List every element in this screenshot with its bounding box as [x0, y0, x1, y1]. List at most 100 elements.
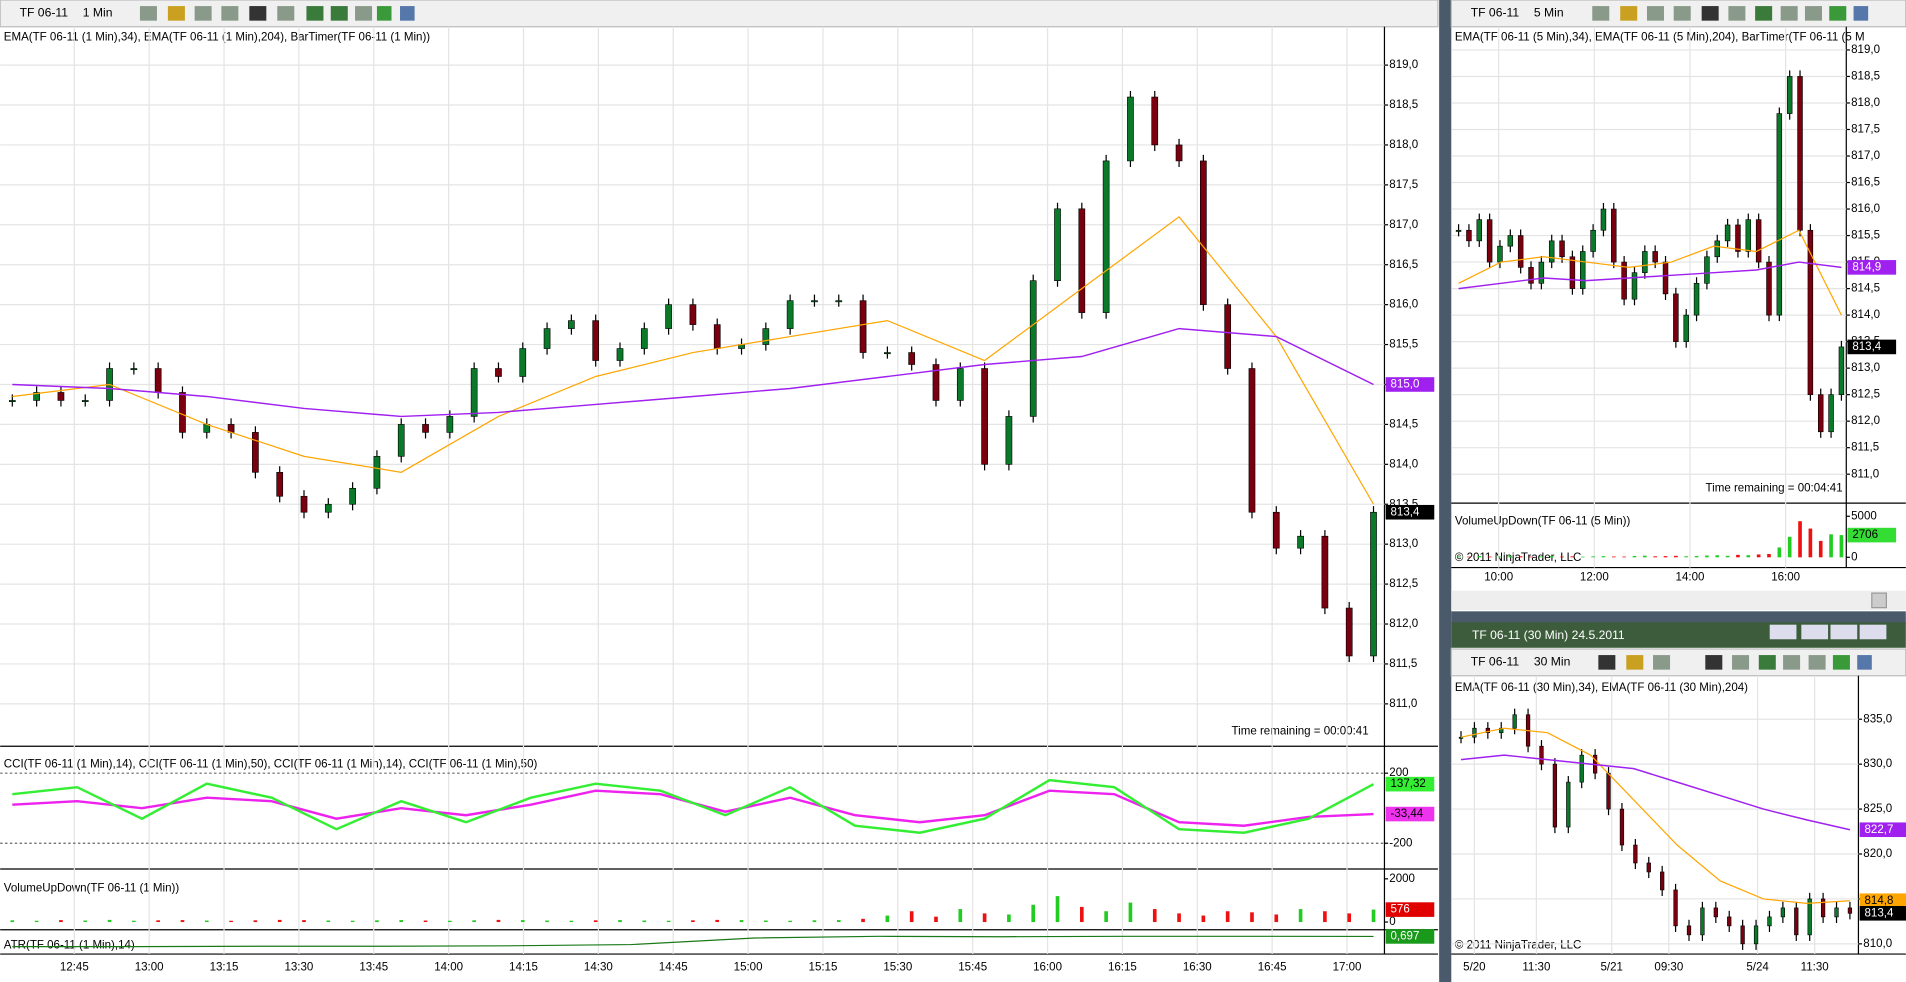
price-badge — [1385, 377, 1435, 392]
scroll-thumb[interactable] — [1871, 592, 1887, 609]
interval[interactable]: 5 Min — [1534, 6, 1564, 20]
volume-bar — [1007, 914, 1011, 923]
candle — [568, 320, 575, 329]
volume-bar — [739, 920, 744, 923]
volume-bar — [545, 920, 549, 923]
y-tick-label: 819,0 — [1389, 59, 1418, 71]
candle — [1786, 76, 1793, 114]
price-badge-label: 813,4 — [1852, 341, 1881, 353]
volume-bar — [132, 920, 136, 923]
candle — [33, 392, 40, 401]
volume-bar — [861, 918, 865, 923]
price-badge-label: 813,4 — [1391, 506, 1420, 518]
candle — [1528, 267, 1534, 284]
candle — [252, 432, 259, 473]
y-tick-label: 5000 — [1851, 510, 1877, 522]
y-tick-label: 820,0 — [1863, 848, 1892, 860]
candle — [8, 400, 16, 402]
candle — [689, 304, 697, 325]
y-tick-label: 811,5 — [1851, 442, 1879, 454]
toolbar-icons[interactable] — [1592, 6, 1869, 21]
y-tick-label: 818,0 — [1389, 139, 1418, 151]
price-badge — [1859, 906, 1906, 921]
y-tick-label: 813,0 — [1389, 538, 1418, 550]
candle — [1735, 224, 1741, 252]
candle — [1486, 219, 1493, 263]
candle — [1740, 925, 1745, 945]
price-badge-label: 814,8 — [1865, 895, 1894, 907]
candle — [1507, 235, 1514, 247]
candle — [1807, 229, 1814, 395]
toolbar-icons[interactable] — [1598, 655, 1872, 670]
y-tick-label: 0 — [1389, 916, 1395, 928]
candle — [373, 456, 381, 489]
candle — [616, 348, 624, 361]
volume-bar — [715, 919, 720, 923]
toolbar — [0, 0, 1439, 28]
volume-bar — [982, 913, 987, 923]
toolbar-icons[interactable] — [139, 6, 415, 21]
volume-bar — [1746, 555, 1751, 558]
candle — [1673, 293, 1679, 342]
volume-bar — [472, 920, 476, 923]
candle — [1127, 96, 1134, 162]
x-tick-label: 14:00 — [1676, 571, 1705, 583]
volume-bar — [1487, 556, 1492, 558]
volume-bar — [1829, 534, 1833, 558]
candle — [1606, 772, 1611, 810]
candle — [1714, 240, 1720, 258]
splitter[interactable] — [1439, 0, 1452, 982]
volume-bar — [59, 920, 63, 923]
indicator-line — [1460, 754, 1851, 831]
x-tick-label: 12:00 — [1580, 571, 1609, 583]
scrollbar[interactable] — [1451, 590, 1906, 611]
volume-bar — [764, 920, 768, 923]
y-tick-label: 811,0 — [1389, 698, 1417, 710]
indicator-line — [1458, 229, 1842, 316]
candle — [1345, 607, 1353, 657]
x-tick-label: 16:00 — [1771, 571, 1800, 583]
candle — [1517, 235, 1524, 268]
y-tick-label: 815,5 — [1389, 339, 1418, 351]
candle — [1029, 280, 1037, 417]
y-tick-label: -200 — [1389, 837, 1412, 849]
candle — [1704, 256, 1710, 284]
instrument[interactable]: TF 06-11 — [1471, 655, 1520, 669]
price-badge-label: 0,697 — [1391, 930, 1420, 942]
interval[interactable]: 30 Min — [1534, 655, 1570, 669]
candle — [908, 352, 916, 365]
candle — [1466, 229, 1472, 242]
candle — [1683, 314, 1689, 342]
candle — [1224, 304, 1232, 369]
x-tick-label: 13:15 — [210, 961, 239, 973]
y-tick-label: 817,0 — [1851, 150, 1880, 162]
window-buttons[interactable] — [1769, 624, 1887, 640]
indicator-label: EMA(TF 06-11 (5 Min),34), EMA(TF 06-11 (… — [1455, 32, 1865, 44]
y-tick-label: 0 — [1851, 551, 1857, 563]
instrument[interactable]: TF 06-11 — [1471, 6, 1520, 20]
candle — [1838, 346, 1845, 395]
candle — [543, 328, 551, 349]
candle — [981, 368, 988, 465]
y-tick-label: 812,5 — [1389, 578, 1418, 590]
indicator-label: EMA(TF 06-11 (1 Min),34), EMA(TF 06-11 (… — [4, 32, 430, 44]
candle — [130, 368, 138, 371]
volume-bar — [885, 915, 890, 923]
volume-bar — [1622, 556, 1626, 558]
instrument[interactable]: TF 06-11 — [20, 6, 69, 20]
volume-bar — [229, 920, 233, 923]
candle — [154, 368, 162, 393]
x-tick-label: 16:00 — [1033, 961, 1062, 973]
volume-bar — [1570, 556, 1575, 558]
price-badge — [1385, 806, 1435, 822]
volume-bar — [1736, 554, 1740, 558]
volume-bar — [1128, 902, 1133, 923]
price-badge-label: 2706 — [1852, 529, 1878, 541]
volume-bar — [1818, 540, 1823, 558]
interval[interactable]: 1 Min — [83, 6, 113, 20]
price-badge-label: 813,4 — [1865, 907, 1894, 919]
copyright: © 2011 NinjaTrader, LLC — [1455, 940, 1581, 952]
price-badge — [1385, 902, 1435, 917]
price-badge-label: -33,44 — [1391, 808, 1424, 820]
candle — [932, 364, 940, 401]
